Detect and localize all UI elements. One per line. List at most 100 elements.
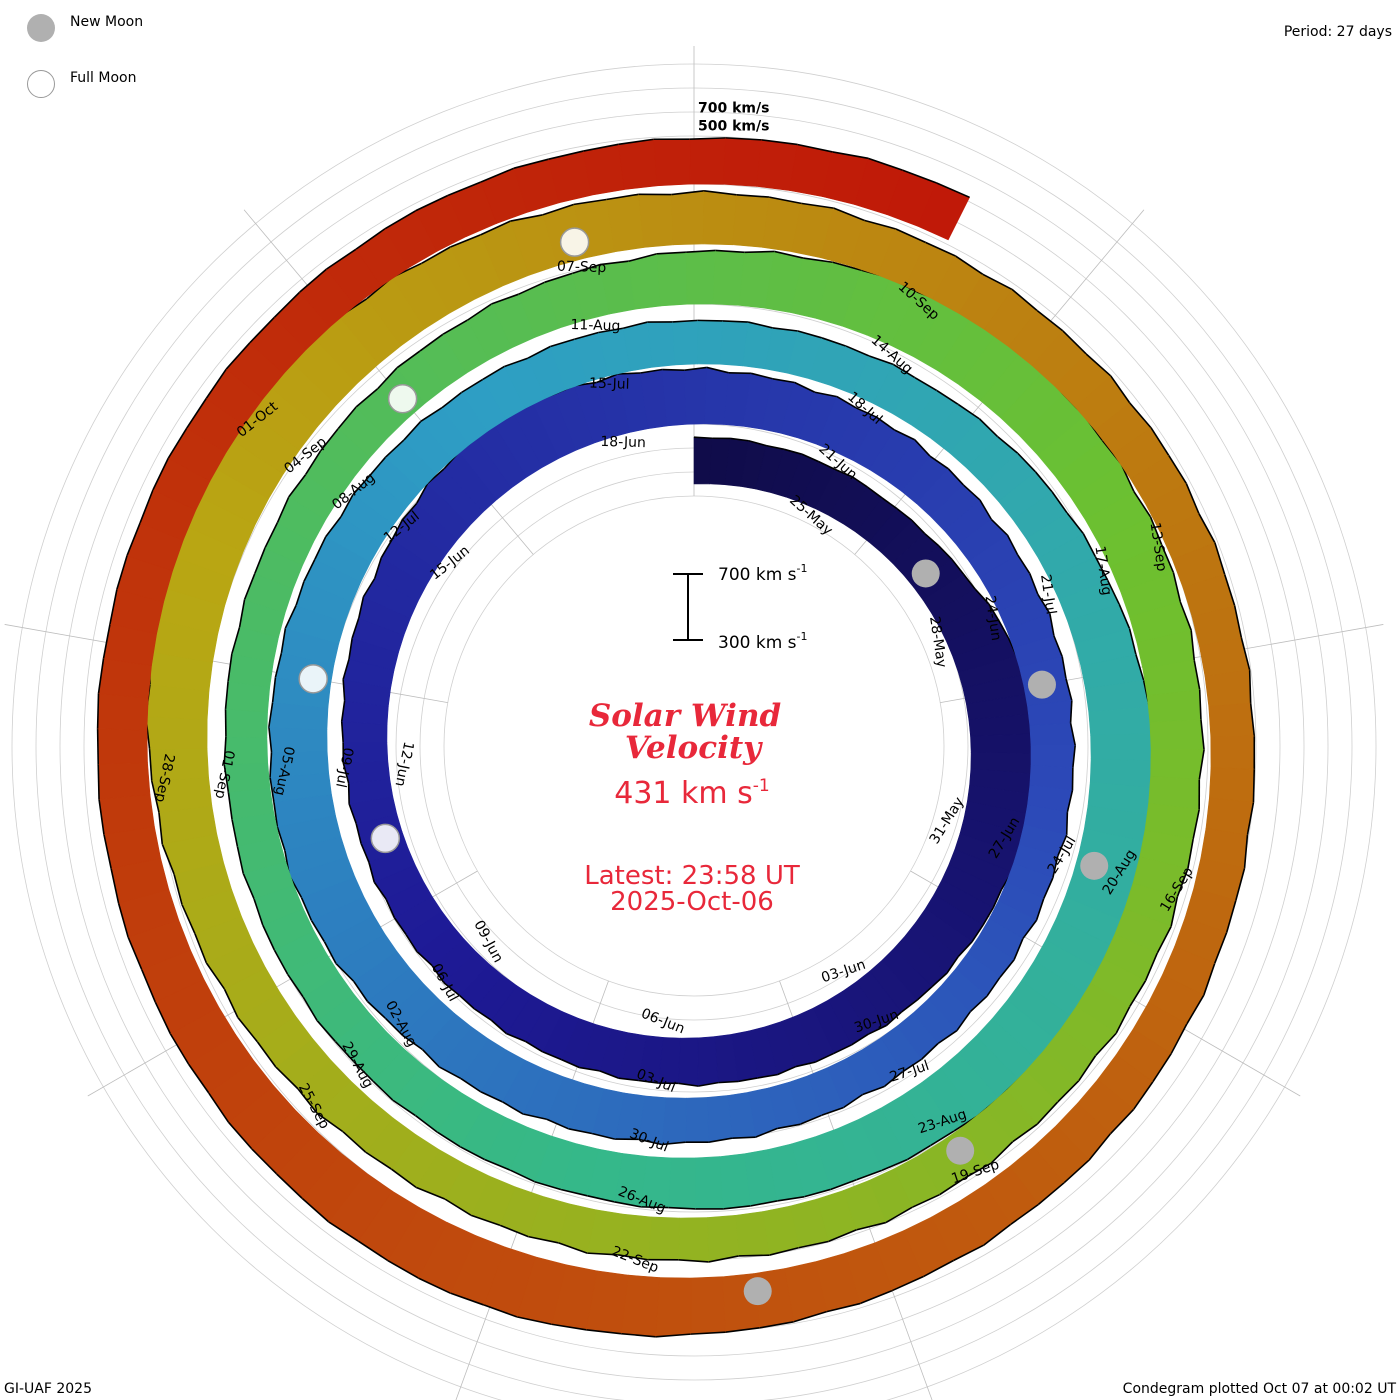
velocity-trace <box>697 319 724 322</box>
velocity-trace <box>273 949 289 975</box>
velocity-trace <box>793 1310 828 1323</box>
velocity-segment <box>693 436 713 485</box>
reference-lines: 500 km/s 700 km/s <box>698 101 769 135</box>
velocity-trace <box>914 439 931 457</box>
velocity-trace <box>1035 898 1045 921</box>
velocity-trace <box>834 468 853 478</box>
velocity-trace <box>1144 952 1158 982</box>
velocity-trace <box>269 776 275 803</box>
velocity-trace <box>1094 556 1109 581</box>
velocity-trace <box>725 1327 760 1333</box>
velocity-trace <box>268 701 274 728</box>
velocity-trace <box>416 482 429 504</box>
velocity-trace <box>956 1011 971 1032</box>
velocity-trace <box>355 388 379 408</box>
velocity-trace <box>380 538 394 559</box>
velocity-trace <box>892 363 916 379</box>
velocity-trace <box>482 365 505 380</box>
velocity-trace <box>276 496 290 523</box>
velocity-trace <box>971 924 984 943</box>
velocity-trace <box>1037 1182 1065 1206</box>
velocity-trace <box>1066 512 1085 535</box>
velocity-trace <box>421 1048 440 1068</box>
velocity-trace <box>286 973 304 998</box>
velocity-trace <box>922 1259 954 1278</box>
velocity-trace <box>833 207 865 222</box>
velocity-segment <box>697 320 724 365</box>
velocity-trace <box>323 941 337 964</box>
velocity-segment <box>145 716 208 750</box>
velocity-trace <box>855 1169 883 1181</box>
velocity-trace <box>1233 605 1243 639</box>
velocity-trace <box>355 227 386 250</box>
velocity-trace <box>979 499 993 520</box>
velocity-trace <box>275 1066 299 1090</box>
velocity-trace <box>96 728 100 764</box>
velocity-trace <box>1248 670 1252 704</box>
velocity-trace <box>205 368 227 399</box>
latest-time: Latest: 23:58 UT <box>584 861 800 891</box>
new-moon-icon <box>27 14 55 42</box>
legend-new-moon-label: New Moon <box>70 14 144 30</box>
velocity-trace <box>436 1131 461 1148</box>
velocity-trace <box>334 1040 355 1063</box>
velocity-trace <box>1200 719 1205 750</box>
velocity-trace <box>1057 1080 1080 1103</box>
velocity-trace <box>351 617 360 639</box>
velocity-trace <box>173 873 183 905</box>
velocity-trace <box>416 951 433 967</box>
velocity-trace <box>490 1019 507 1035</box>
velocity-segment <box>1150 749 1205 780</box>
velocity-trace <box>748 439 767 447</box>
full-moon-marker <box>559 227 590 257</box>
velocity-trace <box>990 518 1009 536</box>
velocity-trace <box>1065 812 1069 836</box>
velocity-trace <box>974 588 990 605</box>
velocity-trace <box>1017 554 1031 575</box>
velocity-trace <box>668 1206 696 1210</box>
velocity-trace <box>574 331 599 341</box>
velocity-trace <box>528 1235 559 1244</box>
velocity-trace <box>930 1130 955 1147</box>
velocity-trace <box>516 1316 552 1326</box>
new-moon-marker <box>1080 851 1109 880</box>
velocity-trace <box>587 1252 618 1256</box>
date-label: 28-May <box>926 615 949 669</box>
velocity-trace <box>542 1051 562 1061</box>
velocity-trace <box>96 693 100 729</box>
velocity-trace <box>684 366 707 371</box>
velocity-trace <box>372 1080 394 1101</box>
velocity-trace <box>622 321 648 330</box>
velocity-trace <box>1109 1108 1135 1135</box>
velocity-trace <box>273 801 279 827</box>
velocity-trace <box>1190 630 1196 661</box>
velocity-trace <box>117 902 129 938</box>
velocity-trace <box>1037 594 1051 615</box>
velocity-trace <box>1065 678 1073 701</box>
velocity-trace <box>347 783 350 804</box>
velocity-trace <box>403 420 422 441</box>
velocity-trace <box>316 1112 344 1133</box>
moon-markers <box>298 227 1109 1306</box>
velocity-trace <box>964 1162 992 1179</box>
velocity-trace <box>868 355 894 366</box>
velocity-trace <box>678 1082 699 1087</box>
velocity-trace <box>988 603 1000 622</box>
velocity-trace <box>708 1137 733 1143</box>
velocity-trace <box>396 350 421 369</box>
velocity-trace <box>1214 542 1226 575</box>
velocity-trace <box>557 1242 588 1254</box>
velocity-trace <box>450 234 482 248</box>
velocity-trace <box>1006 534 1019 556</box>
velocity-trace <box>947 468 965 486</box>
velocity-trace <box>169 1033 190 1065</box>
velocity-trace <box>342 762 350 784</box>
velocity-trace <box>152 457 170 491</box>
velocity-trace <box>1022 919 1038 940</box>
scale-bar: 700 km s-1 300 km s-1 <box>673 562 808 653</box>
velocity-trace <box>1057 834 1068 857</box>
velocity-segment <box>638 194 674 248</box>
velocity-trace <box>158 812 164 845</box>
velocity-trace <box>231 819 239 847</box>
velocity-trace <box>982 273 1013 291</box>
